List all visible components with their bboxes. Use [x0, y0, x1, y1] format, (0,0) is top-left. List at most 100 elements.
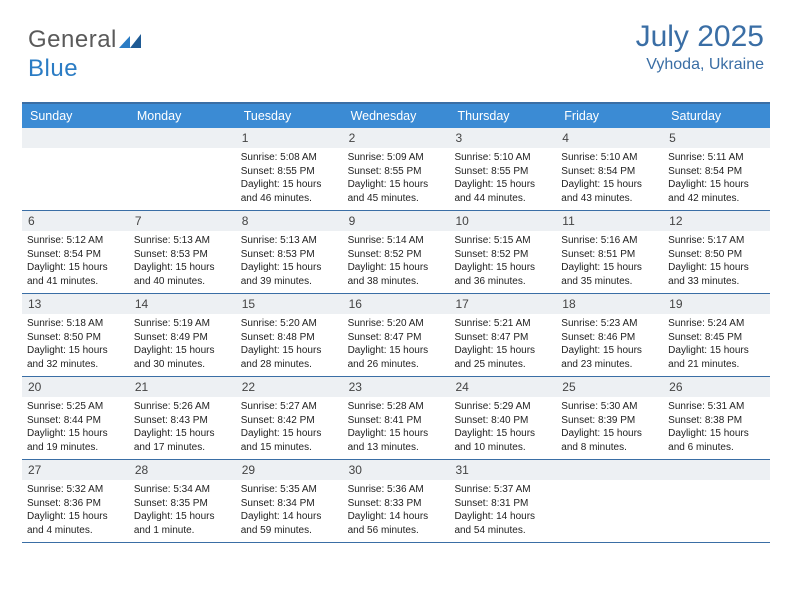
- day-cell: 19Sunrise: 5:24 AMSunset: 8:45 PMDayligh…: [663, 294, 770, 376]
- weekday-header: Friday: [556, 104, 663, 128]
- day-cell: 16Sunrise: 5:20 AMSunset: 8:47 PMDayligh…: [343, 294, 450, 376]
- daylight-line: Daylight: 15 hours and 25 minutes.: [454, 344, 551, 371]
- sunrise-line: Sunrise: 5:21 AM: [454, 317, 551, 331]
- day-content: Sunrise: 5:20 AMSunset: 8:48 PMDaylight:…: [236, 314, 343, 376]
- sunrise-line: Sunrise: 5:16 AM: [561, 234, 658, 248]
- brand-name-2: Blue: [28, 55, 78, 82]
- day-cell: 12Sunrise: 5:17 AMSunset: 8:50 PMDayligh…: [663, 211, 770, 293]
- sunset-line: Sunset: 8:36 PM: [27, 497, 124, 511]
- day-cell: 17Sunrise: 5:21 AMSunset: 8:47 PMDayligh…: [449, 294, 556, 376]
- day-cell: 28Sunrise: 5:34 AMSunset: 8:35 PMDayligh…: [129, 460, 236, 542]
- day-number: 15: [236, 294, 343, 314]
- day-number: 9: [343, 211, 450, 231]
- day-cell: 13Sunrise: 5:18 AMSunset: 8:50 PMDayligh…: [22, 294, 129, 376]
- day-number: 16: [343, 294, 450, 314]
- sunrise-line: Sunrise: 5:28 AM: [348, 400, 445, 414]
- day-number: [22, 128, 129, 148]
- day-content: Sunrise: 5:15 AMSunset: 8:52 PMDaylight:…: [449, 231, 556, 293]
- day-cell: 11Sunrise: 5:16 AMSunset: 8:51 PMDayligh…: [556, 211, 663, 293]
- page-title: July 2025: [636, 20, 764, 54]
- daylight-line: Daylight: 15 hours and 42 minutes.: [668, 178, 765, 205]
- sunset-line: Sunset: 8:31 PM: [454, 497, 551, 511]
- day-number: [556, 460, 663, 480]
- weekday-header: Saturday: [663, 104, 770, 128]
- weekday-header: Sunday: [22, 104, 129, 128]
- daylight-line: Daylight: 15 hours and 46 minutes.: [241, 178, 338, 205]
- sunset-line: Sunset: 8:42 PM: [241, 414, 338, 428]
- sunrise-line: Sunrise: 5:12 AM: [27, 234, 124, 248]
- daylight-line: Daylight: 15 hours and 33 minutes.: [668, 261, 765, 288]
- sunrise-line: Sunrise: 5:37 AM: [454, 483, 551, 497]
- day-number: 12: [663, 211, 770, 231]
- day-number: 4: [556, 128, 663, 148]
- day-number: 19: [663, 294, 770, 314]
- sunrise-line: Sunrise: 5:24 AM: [668, 317, 765, 331]
- daylight-line: Daylight: 15 hours and 17 minutes.: [134, 427, 231, 454]
- day-cell: 10Sunrise: 5:15 AMSunset: 8:52 PMDayligh…: [449, 211, 556, 293]
- day-number: 2: [343, 128, 450, 148]
- sunrise-line: Sunrise: 5:29 AM: [454, 400, 551, 414]
- weekday-header: Tuesday: [236, 104, 343, 128]
- day-number: 28: [129, 460, 236, 480]
- day-cell: 1 Sunrise: 5:08 AMSunset: 8:55 PMDaylight…: [236, 128, 343, 210]
- weekday-header-row: SundayMondayTuesdayWednesdayThursdayFrid…: [22, 104, 770, 128]
- day-cell: 15Sunrise: 5:20 AMSunset: 8:48 PMDayligh…: [236, 294, 343, 376]
- sunrise-line: Sunrise: 5:09 AM: [348, 151, 445, 165]
- day-content: Sunrise: 5:23 AMSunset: 8:46 PMDaylight:…: [556, 314, 663, 376]
- sunset-line: Sunset: 8:53 PM: [134, 248, 231, 262]
- sunset-line: Sunset: 8:52 PM: [454, 248, 551, 262]
- daylight-line: Daylight: 14 hours and 59 minutes.: [241, 510, 338, 537]
- day-number: 1: [236, 128, 343, 148]
- daylight-line: Daylight: 15 hours and 23 minutes.: [561, 344, 658, 371]
- day-content: Sunrise: 5:35 AMSunset: 8:34 PMDaylight:…: [236, 480, 343, 542]
- sunset-line: Sunset: 8:54 PM: [561, 165, 658, 179]
- day-content: Sunrise: 5:20 AMSunset: 8:47 PMDaylight:…: [343, 314, 450, 376]
- day-content: Sunrise: 5:37 AMSunset: 8:31 PMDaylight:…: [449, 480, 556, 542]
- brand-mark-icon: [119, 27, 141, 55]
- sunrise-line: Sunrise: 5:08 AM: [241, 151, 338, 165]
- sunset-line: Sunset: 8:54 PM: [27, 248, 124, 262]
- day-content: Sunrise: 5:30 AMSunset: 8:39 PMDaylight:…: [556, 397, 663, 459]
- daylight-line: Daylight: 15 hours and 36 minutes.: [454, 261, 551, 288]
- sunrise-line: Sunrise: 5:13 AM: [241, 234, 338, 248]
- sunset-line: Sunset: 8:47 PM: [348, 331, 445, 345]
- sunset-line: Sunset: 8:44 PM: [27, 414, 124, 428]
- sunrise-line: Sunrise: 5:31 AM: [668, 400, 765, 414]
- daylight-line: Daylight: 15 hours and 26 minutes.: [348, 344, 445, 371]
- sunset-line: Sunset: 8:46 PM: [561, 331, 658, 345]
- day-content: Sunrise: 5:12 AMSunset: 8:54 PMDaylight:…: [22, 231, 129, 293]
- sunset-line: Sunset: 8:55 PM: [348, 165, 445, 179]
- sunrise-line: Sunrise: 5:20 AM: [348, 317, 445, 331]
- weekday-header: Wednesday: [343, 104, 450, 128]
- week-row: 20Sunrise: 5:25 AMSunset: 8:44 PMDayligh…: [22, 377, 770, 460]
- day-content: Sunrise: 5:18 AMSunset: 8:50 PMDaylight:…: [22, 314, 129, 376]
- sunset-line: Sunset: 8:55 PM: [241, 165, 338, 179]
- header: July 2025 Vyhoda, Ukraine: [636, 20, 764, 74]
- daylight-line: Daylight: 15 hours and 44 minutes.: [454, 178, 551, 205]
- daylight-line: Daylight: 15 hours and 13 minutes.: [348, 427, 445, 454]
- daylight-line: Daylight: 15 hours and 38 minutes.: [348, 261, 445, 288]
- day-cell: 8Sunrise: 5:13 AMSunset: 8:53 PMDaylight…: [236, 211, 343, 293]
- day-content: Sunrise: 5:13 AMSunset: 8:53 PMDaylight:…: [236, 231, 343, 293]
- week-row: 27Sunrise: 5:32 AMSunset: 8:36 PMDayligh…: [22, 460, 770, 543]
- daylight-line: Daylight: 15 hours and 10 minutes.: [454, 427, 551, 454]
- daylight-line: Daylight: 15 hours and 28 minutes.: [241, 344, 338, 371]
- week-row: 6Sunrise: 5:12 AMSunset: 8:54 PMDaylight…: [22, 211, 770, 294]
- sunrise-line: Sunrise: 5:32 AM: [27, 483, 124, 497]
- day-number: 11: [556, 211, 663, 231]
- day-content: Sunrise: 5:24 AMSunset: 8:45 PMDaylight:…: [663, 314, 770, 376]
- sunrise-line: Sunrise: 5:27 AM: [241, 400, 338, 414]
- day-cell: 14Sunrise: 5:19 AMSunset: 8:49 PMDayligh…: [129, 294, 236, 376]
- calendar-grid: SundayMondayTuesdayWednesdayThursdayFrid…: [22, 102, 770, 543]
- day-number: 8: [236, 211, 343, 231]
- sunset-line: Sunset: 8:52 PM: [348, 248, 445, 262]
- day-content: [129, 148, 236, 156]
- day-content: Sunrise: 5:26 AMSunset: 8:43 PMDaylight:…: [129, 397, 236, 459]
- day-content: Sunrise: 5:11 AMSunset: 8:54 PMDaylight:…: [663, 148, 770, 210]
- day-number: 22: [236, 377, 343, 397]
- week-row: 13Sunrise: 5:18 AMSunset: 8:50 PMDayligh…: [22, 294, 770, 377]
- sunrise-line: Sunrise: 5:23 AM: [561, 317, 658, 331]
- sunrise-line: Sunrise: 5:10 AM: [454, 151, 551, 165]
- daylight-line: Daylight: 15 hours and 39 minutes.: [241, 261, 338, 288]
- day-content: Sunrise: 5:17 AMSunset: 8:50 PMDaylight:…: [663, 231, 770, 293]
